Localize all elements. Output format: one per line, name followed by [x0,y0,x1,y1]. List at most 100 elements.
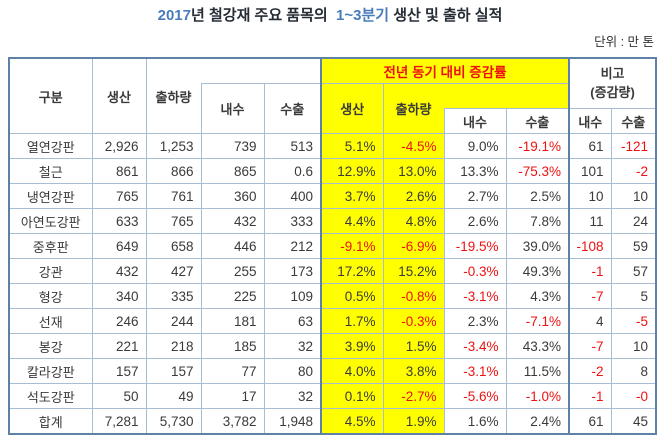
table-row: 선재 246 244 181 63 1.7% -0.3% 2.3% -7.1% 4 -5 [8,308,657,334]
cell-yoy-shipment: 4.8% [382,208,445,234]
cell-production: 649 [91,233,147,259]
table-header: 구분 생산 출하량 전년 동기 대비 증감률 비고 (증감량) 내수 수출 생산 … [8,57,657,134]
cell-note-domestic: 4 [568,308,612,334]
row-label: 열연강판 [8,133,93,159]
cell-domestic: 185 [200,333,265,359]
cell-export: 1,948 [263,408,322,435]
cell-note-export: 10 [610,183,657,209]
cell-yoy-export: -19.1% [505,133,570,159]
cell-note-export: 59 [610,233,657,259]
cell-yoy-shipment: -0.8% [382,283,445,309]
row-label: 철근 [8,158,93,184]
cell-domestic: 446 [200,233,265,259]
header-domestic: 내수 [200,83,265,134]
cell-domestic: 255 [200,258,265,284]
cell-shipment: 5,730 [145,408,202,435]
cell-yoy-production: 4.5% [320,408,384,435]
cell-domestic: 432 [200,208,265,234]
cell-note-domestic: 10 [568,183,612,209]
cell-domestic: 865 [200,158,265,184]
cell-shipment: 157 [145,358,202,384]
cell-note-domestic: 11 [568,208,612,234]
cell-yoy-export: 2.5% [505,183,570,209]
cell-domestic: 77 [200,358,265,384]
table-row: 칼라강판 157 157 77 80 4.0% 3.8% -3.1% 11.5% -2 8 [8,358,657,384]
cell-yoy-domestic: -19.5% [443,233,507,259]
table-row: 합계 7,281 5,730 3,782 1,948 4.5% 1.9% 1.6% 2.4% 61… [8,408,657,435]
cell-yoy-production: 3.9% [320,333,384,359]
steel-production-table: 구분 생산 출하량 전년 동기 대비 증감률 비고 (증감량) 내수 수출 생산 … [8,57,658,435]
row-label: 아연도강판 [8,208,93,234]
cell-domestic: 360 [200,183,265,209]
cell-yoy-export: 43.3% [505,333,570,359]
cell-note-domestic: -108 [568,233,612,259]
cell-export: 32 [263,333,322,359]
cell-note-domestic: -1 [568,258,612,284]
header-yoy-shipment: 출하량 [382,83,445,134]
cell-export: 400 [263,183,322,209]
header-note-domestic: 내수 [568,108,612,134]
cell-note-export: 10 [610,333,657,359]
cell-yoy-shipment: -6.9% [382,233,445,259]
cell-yoy-production: -9.1% [320,233,384,259]
cell-domestic: 17 [200,383,265,409]
header-yoy-production: 생산 [320,83,384,134]
cell-shipment: 244 [145,308,202,334]
row-label: 형강 [8,283,93,309]
cell-production: 246 [91,308,147,334]
cell-shipment: 866 [145,158,202,184]
cell-shipment: 427 [145,258,202,284]
cell-yoy-production: 12.9% [320,158,384,184]
cell-yoy-production: 1.7% [320,308,384,334]
cell-note-export: 5 [610,283,657,309]
cell-yoy-export: 49.3% [505,258,570,284]
table-row: 봉강 221 218 185 32 3.9% 1.5% -3.4% 43.3% -7 10 [8,333,657,359]
title-text-2: 생산 및 출하 실적 [389,7,503,24]
cell-yoy-export: 2.4% [505,408,570,435]
cell-yoy-export: -1.0% [505,383,570,409]
row-label: 칼라강판 [8,358,93,384]
table-row: 아연도강판 633 765 432 333 4.4% 4.8% 2.6% 7.8% 11 24 [8,208,657,234]
cell-production: 50 [91,383,147,409]
row-label: 중후판 [8,233,93,259]
cell-export: 0.6 [263,158,322,184]
cell-export: 63 [263,308,322,334]
cell-yoy-domestic: 9.0% [443,133,507,159]
cell-production: 7,281 [91,408,147,435]
row-label: 합계 [8,408,93,435]
cell-yoy-export: 7.8% [505,208,570,234]
title-year: 2017 [157,7,191,24]
cell-yoy-production: 0.5% [320,283,384,309]
cell-note-export: -2 [610,158,657,184]
page-title: 2017년 철강재 주요 품목의 1~3분기 생산 및 출하 실적 [0,4,660,25]
cell-note-domestic: -7 [568,333,612,359]
header-note-export: 수출 [610,108,657,134]
cell-note-domestic: 61 [568,133,612,159]
cell-yoy-production: 3.7% [320,183,384,209]
title-text-1: 년 철강재 주요 품목의 [191,7,337,24]
header-export: 수출 [263,83,322,134]
cell-yoy-domestic: 2.6% [443,208,507,234]
cell-shipment: 335 [145,283,202,309]
cell-yoy-export: 39.0% [505,233,570,259]
row-label: 강관 [8,258,93,284]
cell-yoy-production: 5.1% [320,133,384,159]
header-yoy-group: 전년 동기 대비 증감률 [319,57,570,84]
cell-yoy-domestic: -3.4% [443,333,507,359]
cell-note-domestic: -1 [568,383,612,409]
table-row: 중후판 649 658 446 212 -9.1% -6.9% -19.5% 39.0% -108… [8,233,657,259]
cell-export: 32 [263,383,322,409]
cell-yoy-domestic: -5.6% [443,383,507,409]
cell-production: 157 [91,358,147,384]
header-shipment: 출하량 [145,57,202,134]
cell-yoy-export: -75.3% [505,158,570,184]
cell-note-export: -121 [610,133,657,159]
cell-yoy-production: 0.1% [320,383,384,409]
cell-yoy-shipment: 1.5% [382,333,445,359]
header-row-1: 구분 생산 출하량 전년 동기 대비 증감률 비고 (증감량) [8,57,657,134]
cell-production: 633 [91,208,147,234]
cell-note-domestic: 61 [568,408,612,435]
note-title-line2: (증감량) [590,84,635,100]
cell-production: 221 [91,333,147,359]
table-row: 열연강판 2,926 1,253 739 513 5.1% -4.5% 9.0% -19.1% 6… [8,133,657,159]
